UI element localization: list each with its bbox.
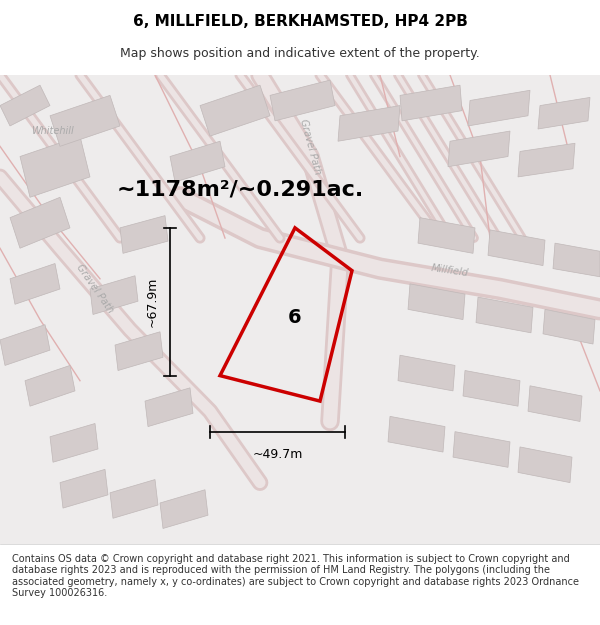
Polygon shape bbox=[120, 216, 168, 253]
Polygon shape bbox=[518, 143, 575, 177]
Text: Map shows position and indicative extent of the property.: Map shows position and indicative extent… bbox=[120, 48, 480, 61]
Polygon shape bbox=[528, 386, 582, 421]
Polygon shape bbox=[60, 469, 108, 508]
Polygon shape bbox=[90, 276, 138, 314]
Polygon shape bbox=[200, 85, 270, 136]
Polygon shape bbox=[538, 98, 590, 129]
Polygon shape bbox=[0, 85, 50, 126]
Text: Gravel Path: Gravel Path bbox=[298, 118, 322, 175]
Text: 6: 6 bbox=[288, 308, 302, 327]
Polygon shape bbox=[468, 90, 530, 126]
Text: ~1178m²/~0.291ac.: ~1178m²/~0.291ac. bbox=[116, 179, 364, 199]
Polygon shape bbox=[543, 309, 595, 344]
Polygon shape bbox=[25, 366, 75, 406]
Polygon shape bbox=[10, 264, 60, 304]
Polygon shape bbox=[0, 324, 50, 366]
Polygon shape bbox=[160, 490, 208, 529]
Polygon shape bbox=[553, 243, 600, 277]
Polygon shape bbox=[388, 416, 445, 452]
Text: Gravel Path: Gravel Path bbox=[74, 262, 115, 315]
Text: 6, MILLFIELD, BERKHAMSTED, HP4 2PB: 6, MILLFIELD, BERKHAMSTED, HP4 2PB bbox=[133, 14, 467, 29]
Polygon shape bbox=[448, 131, 510, 167]
Polygon shape bbox=[10, 198, 70, 248]
Polygon shape bbox=[463, 371, 520, 406]
Polygon shape bbox=[476, 297, 533, 332]
Polygon shape bbox=[453, 432, 510, 468]
Polygon shape bbox=[115, 332, 163, 371]
Polygon shape bbox=[338, 106, 400, 141]
Polygon shape bbox=[50, 96, 120, 146]
Polygon shape bbox=[50, 424, 98, 462]
Polygon shape bbox=[145, 388, 193, 426]
Polygon shape bbox=[270, 80, 335, 121]
Polygon shape bbox=[408, 284, 465, 319]
Polygon shape bbox=[398, 355, 455, 391]
Text: ~67.9m: ~67.9m bbox=[146, 276, 158, 327]
Polygon shape bbox=[400, 85, 462, 121]
Polygon shape bbox=[170, 141, 225, 182]
Polygon shape bbox=[110, 479, 158, 518]
Text: Whitehill: Whitehill bbox=[31, 126, 73, 136]
Text: Contains OS data © Crown copyright and database right 2021. This information is : Contains OS data © Crown copyright and d… bbox=[12, 554, 579, 598]
Text: Millfield: Millfield bbox=[431, 263, 469, 278]
Text: ~49.7m: ~49.7m bbox=[253, 448, 302, 461]
Polygon shape bbox=[518, 447, 572, 482]
Polygon shape bbox=[20, 136, 90, 198]
Polygon shape bbox=[418, 217, 475, 253]
Polygon shape bbox=[488, 230, 545, 266]
